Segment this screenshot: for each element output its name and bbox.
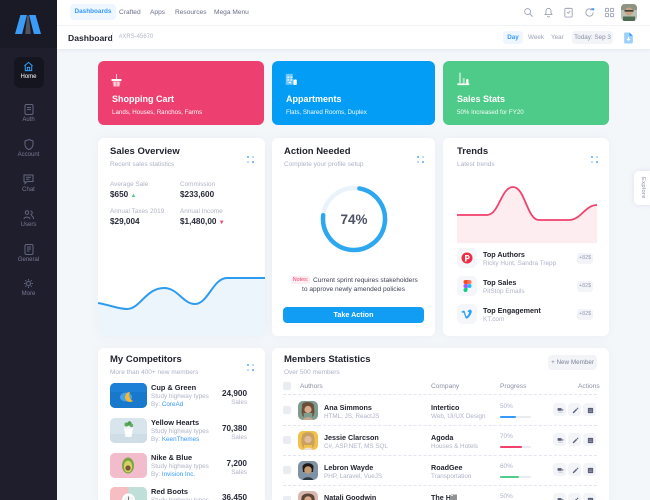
svg-text:74%: 74% [340,212,367,227]
